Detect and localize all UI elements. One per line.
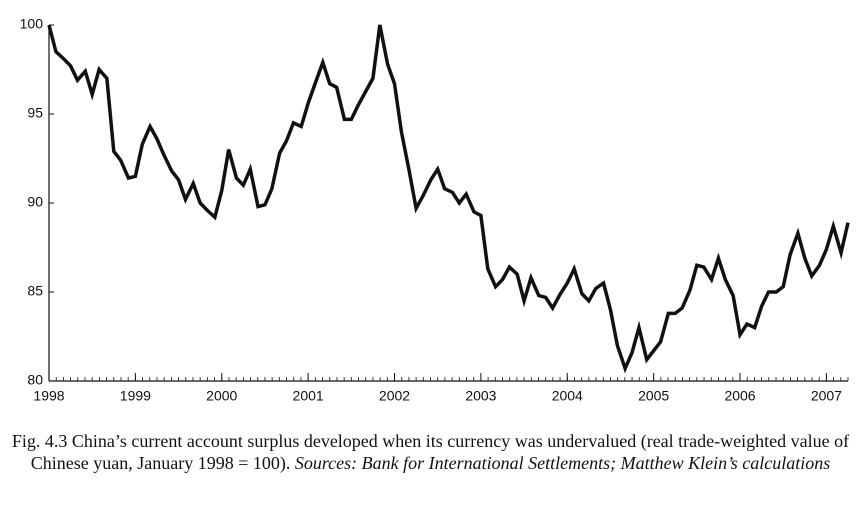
x-tick-label: 2004 — [552, 388, 583, 404]
x-tick-label: 1999 — [120, 388, 151, 404]
x-tick-label: 2003 — [465, 388, 496, 404]
caption-text: Fig. 4.3 China’s current account surplus… — [11, 431, 850, 473]
y-tick-label: 100 — [20, 16, 44, 32]
y-tick-label: 95 — [27, 105, 43, 121]
x-tick-label: 2002 — [379, 388, 410, 404]
x-tick-label: 2007 — [811, 388, 842, 404]
y-tick-label: 80 — [27, 372, 43, 388]
y-tick-label: 90 — [27, 194, 43, 210]
caption: Fig. 4.3 China’s current account surplus… — [10, 430, 851, 474]
x-tick-label: 2005 — [638, 388, 669, 404]
chart: 80 85 90 95 100 1998 1999 2000 2001 2002 2003 2004 2… — [20, 16, 850, 404]
line-series — [47, 24, 850, 374]
x-tick-label: 2001 — [293, 388, 324, 404]
x-tick-label: 2006 — [724, 388, 755, 404]
x-tick-label: 1998 — [33, 388, 64, 404]
x-tick-label: 2000 — [206, 388, 237, 404]
caption-sources: Sources: Bank for International Settleme… — [294, 453, 831, 473]
y-tick-label: 85 — [27, 283, 43, 299]
